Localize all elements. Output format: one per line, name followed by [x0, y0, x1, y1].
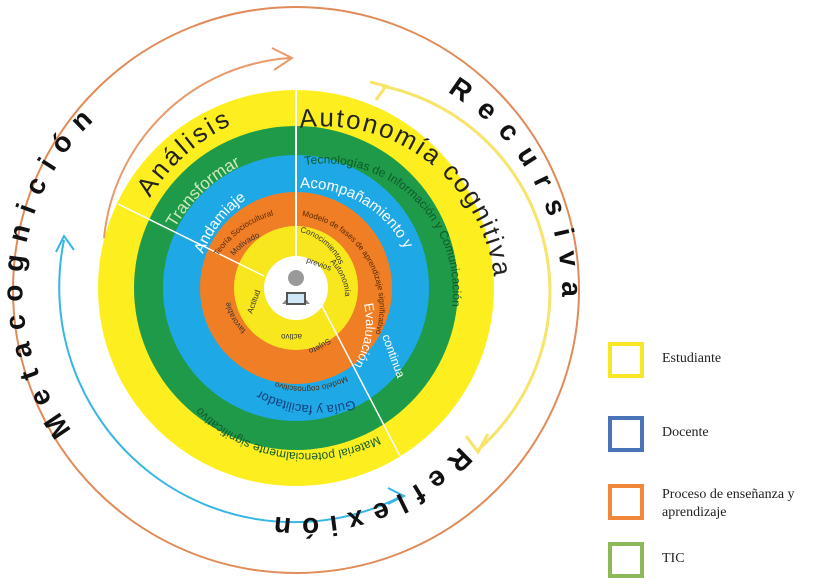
divider-left	[117, 203, 265, 277]
legend-swatch-tic	[608, 542, 644, 578]
outer-ring	[12, 6, 580, 574]
legend-swatch-docente	[608, 416, 644, 452]
metacognition-diagram: Metacognición Recursiva Reflexión Anális…	[0, 6, 580, 574]
label-metacognicion: Metacognición	[0, 94, 107, 444]
legend-swatch-proceso	[608, 484, 644, 520]
divider-right	[321, 305, 401, 457]
person-computer-icon	[282, 270, 310, 305]
label-activo: activo	[281, 332, 302, 341]
legend-swatch-estudiante	[608, 342, 644, 378]
arrow-reflexion	[55, 234, 407, 524]
arrow-recursiva	[369, 80, 552, 455]
center-white	[264, 256, 328, 320]
legend-label-estudiante: Estudiante	[662, 351, 722, 366]
arrow-metacognicion	[103, 47, 294, 239]
legend-label-docente: Docente	[662, 425, 709, 440]
legend-label-proceso: Proceso de enseñanza y aprendizaje	[662, 487, 795, 520]
legend-label-tic: TIC	[662, 551, 685, 566]
